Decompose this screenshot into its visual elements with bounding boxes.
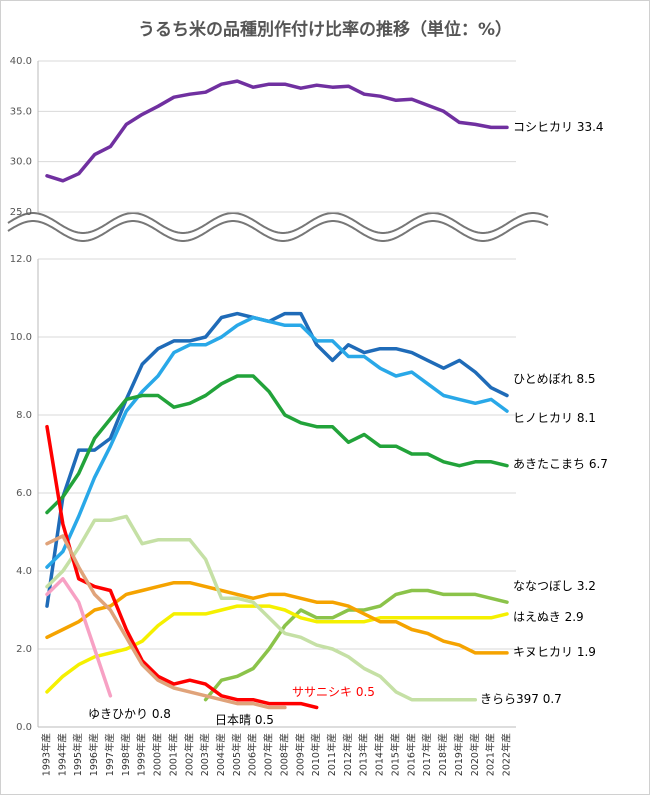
x-tick-label: 1995年産 bbox=[72, 733, 84, 776]
series-value-label: 3.2 bbox=[577, 579, 596, 593]
y-tick-label: 6.0 bbox=[16, 488, 32, 499]
series-label: あきたこまち 6.7 bbox=[513, 457, 608, 471]
x-tick-label: 2007年産 bbox=[263, 733, 275, 776]
x-tick-label: 1996年産 bbox=[88, 733, 100, 776]
series-value-label: 0.5 bbox=[255, 713, 274, 727]
series-line bbox=[45, 79, 509, 183]
series-value-label: 33.4 bbox=[577, 120, 604, 134]
series-name: きらら397 bbox=[480, 692, 539, 706]
y-tick-label: 25.0 bbox=[10, 207, 32, 218]
x-tick-label: 2002年産 bbox=[183, 733, 195, 776]
x-tick-label: 2008年産 bbox=[278, 733, 290, 776]
y-tick-label: 2.0 bbox=[16, 644, 32, 655]
y-tick-label: 12.0 bbox=[10, 254, 32, 265]
x-tick-label: 2012年産 bbox=[342, 733, 354, 776]
series-value-label: 6.7 bbox=[589, 457, 608, 471]
x-tick-label: 2022年産 bbox=[501, 733, 513, 776]
x-tick-label: 1999年産 bbox=[136, 733, 148, 776]
series-value-label: 8.1 bbox=[577, 411, 596, 425]
x-tick-label: 2014年産 bbox=[374, 733, 386, 776]
series-line bbox=[45, 424, 319, 710]
y-tick-label: 35.0 bbox=[10, 106, 32, 117]
series-label: 日本晴 0.5 bbox=[215, 713, 274, 727]
series-value-label: 8.5 bbox=[576, 372, 595, 386]
axis-break bbox=[7, 220, 549, 242]
x-tick-label: 2013年産 bbox=[358, 733, 370, 776]
series-value-label: 0.5 bbox=[356, 685, 375, 699]
axis-break bbox=[7, 212, 549, 234]
series-name: はえぬき bbox=[513, 610, 561, 624]
series-name: あきたこまち bbox=[513, 457, 585, 471]
x-tick-label: 2021年産 bbox=[485, 733, 497, 776]
y-tick-label: 30.0 bbox=[10, 157, 32, 168]
series-line bbox=[45, 604, 509, 694]
series-name: コシヒカリ bbox=[513, 120, 573, 134]
series-line bbox=[45, 534, 287, 710]
x-tick-label: 1993年産 bbox=[41, 733, 53, 776]
x-tick-label: 1998年産 bbox=[120, 733, 132, 776]
series-value-label: 0.8 bbox=[152, 707, 171, 721]
y-tick-label: 8.0 bbox=[16, 410, 32, 421]
series-label: コシヒカリ 33.4 bbox=[513, 120, 604, 134]
x-tick-label: 2020年産 bbox=[469, 733, 481, 776]
series-label: ななつぼし 3.2 bbox=[513, 579, 596, 593]
series-value-label: 0.7 bbox=[543, 692, 562, 706]
series-value-label: 1.9 bbox=[577, 645, 596, 659]
y-tick-label: 40.0 bbox=[10, 56, 32, 67]
series-label: ヒノヒカリ 8.1 bbox=[513, 411, 596, 425]
x-tick-label: 2009年産 bbox=[294, 733, 306, 776]
series-name: ヒノヒカリ bbox=[513, 411, 573, 425]
series-label: きらら397 0.7 bbox=[480, 692, 562, 706]
x-tick-label: 2004年産 bbox=[215, 733, 227, 776]
x-tick-label: 2019年産 bbox=[453, 733, 465, 776]
series-name: ササニシキ bbox=[292, 685, 352, 699]
x-tick-label: 2000年産 bbox=[152, 733, 164, 776]
series-label: はえぬき 2.9 bbox=[513, 610, 584, 624]
x-tick-label: 2016年産 bbox=[405, 733, 417, 776]
series-line bbox=[45, 577, 113, 698]
series-line bbox=[45, 315, 509, 569]
x-tick-label: 2001年産 bbox=[167, 733, 179, 776]
x-tick-label: 2003年産 bbox=[199, 733, 211, 776]
series-name: ゆきひかり bbox=[88, 707, 148, 721]
series-label: ササニシキ 0.5 bbox=[292, 685, 375, 699]
x-tick-label: 1994年産 bbox=[56, 733, 68, 776]
series-label: ゆきひかり 0.8 bbox=[88, 707, 171, 721]
x-tick-label: 2011年産 bbox=[326, 733, 338, 776]
series-value-label: 2.9 bbox=[565, 610, 584, 624]
series-line bbox=[45, 580, 509, 655]
y-tick-label: 4.0 bbox=[16, 566, 32, 577]
series-line bbox=[45, 514, 478, 702]
series-line bbox=[45, 374, 509, 515]
x-tick-label: 2010年産 bbox=[310, 733, 322, 776]
x-tick-label: 1997年産 bbox=[104, 733, 116, 776]
series-name: キヌヒカリ bbox=[513, 645, 573, 659]
series-name: ひとめぼれ bbox=[513, 372, 573, 386]
x-tick-label: 2006年産 bbox=[247, 733, 259, 776]
y-tick-label: 0.0 bbox=[16, 722, 32, 733]
x-tick-label: 2017年産 bbox=[421, 733, 433, 776]
x-tick-label: 2005年産 bbox=[231, 733, 243, 776]
x-tick-label: 2015年産 bbox=[389, 733, 401, 776]
y-tick-label: 10.0 bbox=[10, 332, 32, 343]
series-label: ひとめぼれ 8.5 bbox=[513, 372, 596, 386]
series-label: キヌヒカリ 1.9 bbox=[513, 645, 596, 659]
series-line bbox=[45, 311, 509, 608]
series-name: ななつぼし bbox=[513, 579, 573, 593]
chart-title: うるち米の品種別作付け比率の推移（単位：%） bbox=[138, 19, 512, 40]
series-name: 日本晴 bbox=[215, 713, 251, 727]
x-tick-label: 2018年産 bbox=[437, 733, 449, 776]
